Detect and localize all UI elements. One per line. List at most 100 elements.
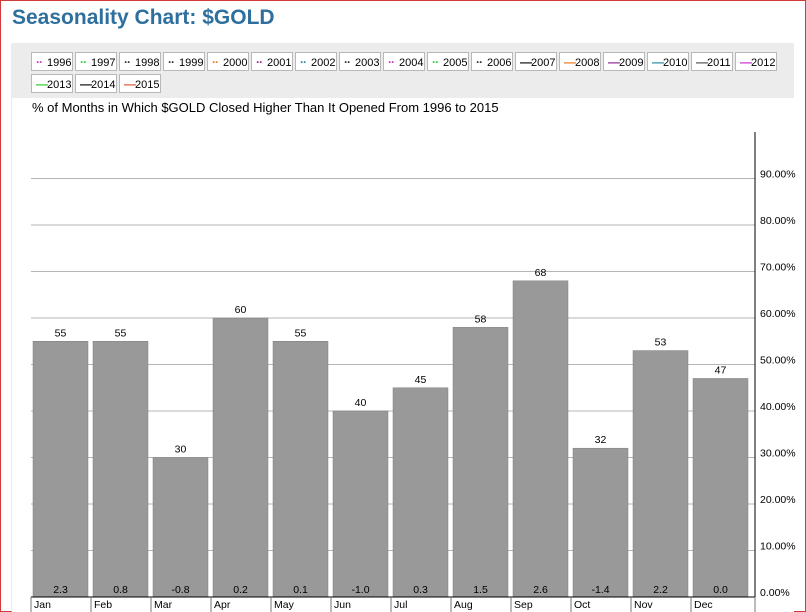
avg-change-label: -0.8 xyxy=(171,584,189,596)
legend-item-2012[interactable]: —2012 xyxy=(735,52,777,71)
avg-change-label: 2.2 xyxy=(653,584,668,596)
legend-label: 2006 xyxy=(487,57,512,69)
bar-nov xyxy=(632,350,689,598)
y-tick-label: 0.00% xyxy=(760,587,790,599)
y-tick-label: 70.00% xyxy=(760,262,796,274)
legend-item-2002[interactable]: ·· 2002 xyxy=(295,52,337,71)
avg-change-label: -1.0 xyxy=(351,584,369,596)
legend-item-2004[interactable]: ·· 2004 xyxy=(383,52,425,71)
legend-label: 2013 xyxy=(47,79,72,91)
chart-subtitle: % of Months in Which $GOLD Closed Higher… xyxy=(32,100,499,115)
bar-value-label: 60 xyxy=(235,304,247,316)
legend-label: 2015 xyxy=(135,79,160,91)
bar-apr xyxy=(212,317,269,598)
y-tick-label: 60.00% xyxy=(760,308,796,320)
bar-value-label: 58 xyxy=(475,313,487,325)
x-tick-label: Apr xyxy=(214,599,231,611)
legend-item-2011[interactable]: —2011 xyxy=(691,52,733,71)
avg-change-label: 0.8 xyxy=(113,584,128,596)
legend-label: 2011 xyxy=(707,57,731,69)
legend-swatch-icon: ·· xyxy=(256,55,263,69)
legend-item-2008[interactable]: —2008 xyxy=(559,52,601,71)
legend-swatch-icon: ·· xyxy=(168,55,175,69)
x-tick-label: Oct xyxy=(574,599,590,611)
legend-label: 1996 xyxy=(47,57,72,69)
legend-swatch-icon: ·· xyxy=(476,55,483,69)
bar-mar xyxy=(152,457,209,598)
legend-item-1998[interactable]: ·· 1998 xyxy=(119,52,161,71)
legend-item-2015[interactable]: —2015 xyxy=(119,74,161,93)
legend-swatch-icon: ·· xyxy=(36,55,43,69)
bar-jan xyxy=(32,341,89,598)
bar-value-label: 53 xyxy=(655,337,667,349)
legend-item-2013[interactable]: —2013 xyxy=(31,74,73,93)
y-tick-label: 80.00% xyxy=(760,215,796,227)
legend-item-2001[interactable]: ·· 2001 xyxy=(251,52,293,71)
legend-label: 2001 xyxy=(267,57,292,69)
avg-change-label: 2.3 xyxy=(53,584,68,596)
avg-change-label: 1.5 xyxy=(473,584,488,596)
bar-value-label: 30 xyxy=(175,444,187,456)
legend-swatch-icon: ·· xyxy=(300,55,307,69)
legend-label: 2008 xyxy=(575,57,600,69)
legend-item-2006[interactable]: ·· 2006 xyxy=(471,52,513,71)
bar-aug xyxy=(452,327,509,598)
avg-change-label: 2.6 xyxy=(533,584,548,596)
legend-item-2000[interactable]: ·· 2000 xyxy=(207,52,249,71)
bar-jun xyxy=(332,410,389,598)
legend-swatch-icon: ·· xyxy=(344,55,351,69)
x-tick-label: Feb xyxy=(94,599,112,611)
legend-item-1996[interactable]: ·· 1996 xyxy=(31,52,73,71)
legend-label: 1998 xyxy=(135,57,160,69)
x-tick-label: Nov xyxy=(634,599,653,611)
x-tick-label: Jul xyxy=(394,599,407,611)
legend-label: 2007 xyxy=(531,57,556,69)
x-tick-label: Sep xyxy=(514,599,533,611)
bar-jul xyxy=(392,387,449,598)
legend-item-2003[interactable]: ·· 2003 xyxy=(339,52,381,71)
legend-label: 1999 xyxy=(179,57,204,69)
bar-value-label: 32 xyxy=(595,434,607,446)
bar-value-label: 45 xyxy=(415,374,427,386)
legend-label: 2010 xyxy=(663,57,688,69)
legend-label: 2014 xyxy=(91,79,116,91)
bar-value-label: 55 xyxy=(295,327,307,339)
x-tick-label: Mar xyxy=(154,599,173,611)
bar-feb xyxy=(92,341,149,598)
legend-item-1999[interactable]: ·· 1999 xyxy=(163,52,205,71)
legend-item-2014[interactable]: —2014 xyxy=(75,74,117,93)
bar-value-label: 68 xyxy=(535,267,547,279)
legend-swatch-icon: ·· xyxy=(388,55,395,69)
legend-swatch-icon: ·· xyxy=(124,55,131,69)
legend-label: 2000 xyxy=(223,57,248,69)
legend-item-2010[interactable]: —2010 xyxy=(647,52,689,71)
x-tick-label: Dec xyxy=(694,599,713,611)
bar-sep xyxy=(512,280,569,598)
legend-label: 2002 xyxy=(311,57,336,69)
legend-item-1997[interactable]: ·· 1997 xyxy=(75,52,117,71)
y-tick-label: 90.00% xyxy=(760,169,796,181)
avg-change-label: 0.0 xyxy=(713,584,728,596)
y-tick-label: 40.00% xyxy=(760,401,796,413)
bar-value-label: 47 xyxy=(715,364,727,376)
bar-value-label: 40 xyxy=(355,397,367,409)
legend-swatch-icon: ·· xyxy=(212,55,219,69)
legend-item-2007[interactable]: —2007 xyxy=(515,52,557,71)
legend-label: 1997 xyxy=(91,57,116,69)
y-tick-label: 30.00% xyxy=(760,448,796,460)
y-tick-label: 10.00% xyxy=(760,541,796,553)
legend-swatch-icon: ·· xyxy=(80,55,87,69)
legend-item-2005[interactable]: ·· 2005 xyxy=(427,52,469,71)
bar-dec xyxy=(692,378,749,598)
legend-label: 2004 xyxy=(399,57,424,69)
y-tick-label: 20.00% xyxy=(760,494,796,506)
x-tick-label: May xyxy=(274,599,295,611)
legend-item-2009[interactable]: —2009 xyxy=(603,52,645,71)
y-tick-label: 50.00% xyxy=(760,355,796,367)
x-tick-label: Jan xyxy=(34,599,51,611)
bar-oct xyxy=(572,447,629,598)
legend-label: 2012 xyxy=(751,57,776,69)
x-tick-label: Aug xyxy=(454,599,473,611)
avg-change-label: 0.1 xyxy=(293,584,308,596)
